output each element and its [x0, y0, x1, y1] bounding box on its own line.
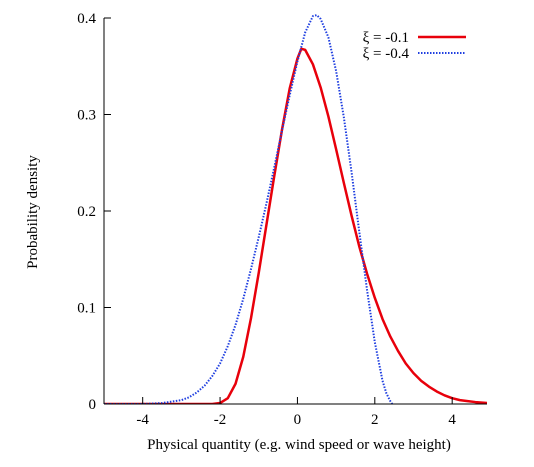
legend: ξ = -0.1ξ = -0.4 [363, 30, 466, 62]
legend-label-1: ξ = -0.1 [363, 30, 409, 46]
x-tick-label: 2 [371, 412, 379, 428]
y-tick-label: 0.2 [77, 204, 96, 220]
series-line-1 [104, 47, 487, 404]
legend-label-2: ξ = -0.4 [363, 46, 410, 62]
y-tick-label: 0 [89, 397, 97, 413]
x-tick-label: 0 [294, 412, 302, 428]
y-axis-title: Probability density [25, 155, 41, 269]
x-tick-label: -4 [136, 412, 149, 428]
y-tick-label: 0.4 [77, 11, 96, 27]
plot-area [104, 14, 487, 404]
y-axis: 0 0.1 0.2 0.3 0.4 [77, 11, 111, 413]
y-tick-label: 0.3 [77, 108, 96, 124]
x-axis: -4 -2 0 2 4 [104, 397, 487, 428]
x-tick-label: -2 [214, 412, 227, 428]
series-line-2 [104, 14, 394, 404]
x-axis-title: Physical quantity (e.g. wind speed or wa… [147, 437, 451, 453]
x-tick-label: 4 [448, 412, 456, 428]
y-tick-label: 0.1 [77, 301, 96, 317]
